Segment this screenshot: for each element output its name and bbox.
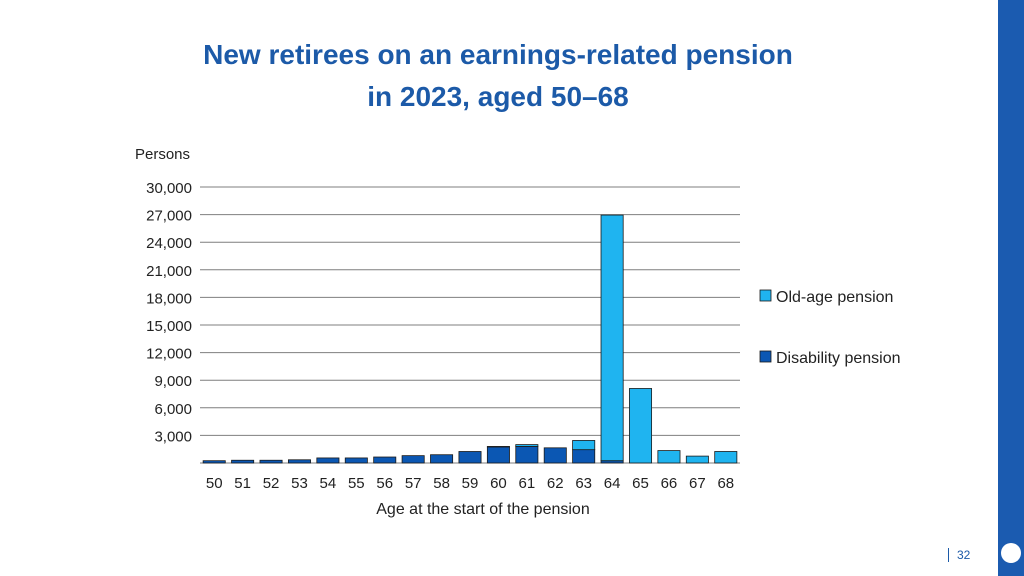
y-tick-label: 3,000 (154, 428, 192, 445)
x-tick-label: 57 (405, 475, 422, 492)
x-tick-label: 65 (632, 475, 649, 492)
bar-old-age-65 (629, 388, 653, 464)
y-tick-label: 6,000 (154, 401, 192, 418)
x-tick-label: 50 (206, 475, 223, 492)
slide-title: New retirees on an earnings-related pens… (100, 34, 896, 118)
bar-disability-50 (202, 460, 226, 464)
legend-swatch (759, 350, 772, 363)
bar-old-age-61 (515, 444, 539, 447)
bar-disability-53 (287, 459, 311, 464)
x-tick-label: 62 (547, 475, 564, 492)
y-tick-label: 27,000 (146, 208, 192, 225)
y-tick-label: 24,000 (146, 235, 192, 252)
x-tick-label: 66 (661, 475, 678, 492)
x-tick-label: 60 (490, 475, 507, 492)
brand-sidebar (998, 0, 1024, 576)
x-axis-label: Age at the start of the pension (376, 501, 589, 518)
x-tick-label: 51 (234, 475, 251, 492)
bar-disability-61 (515, 446, 539, 464)
x-tick-label: 54 (320, 475, 337, 492)
bar-old-age-68 (714, 451, 738, 464)
logo-icon (1001, 543, 1021, 563)
x-tick-label: 61 (518, 475, 535, 492)
bar-disability-62 (543, 447, 567, 464)
bar-disability-63 (572, 449, 596, 464)
legend-label: Disability pension (776, 350, 901, 367)
x-tick-label: 56 (376, 475, 393, 492)
x-tick-label: 55 (348, 475, 365, 492)
y-axis-label: Persons (135, 146, 190, 163)
bar-old-age-67 (685, 455, 709, 464)
pension-bar-chart: 3,000 6,000 9,000 12,000 15,000 18,000 21,000 2… (135, 146, 901, 518)
bar-disability-55 (344, 457, 368, 464)
bar-disability-59 (458, 451, 482, 464)
x-tick-label: 53 (291, 475, 308, 492)
bar-old-age-64 (600, 214, 624, 462)
x-tick-label: 59 (462, 475, 479, 492)
bar-disability-51 (231, 459, 255, 464)
bar-disability-60 (486, 446, 510, 464)
x-tick-label: 63 (575, 475, 592, 492)
bar-old-age-63 (572, 440, 596, 451)
legend-swatch (759, 289, 772, 302)
y-tick-label: 18,000 (146, 290, 192, 307)
y-tick-label: 15,000 (146, 318, 192, 335)
bar-disability-57 (401, 455, 425, 464)
y-tick-label: 12,000 (146, 346, 192, 363)
page-number-separator (948, 548, 949, 562)
bar-disability-54 (316, 457, 340, 464)
bar-old-age-66 (657, 450, 681, 464)
slide-title-line-2: in 2023, aged 50–68 (367, 81, 629, 112)
y-tick-label: 30,000 (146, 180, 192, 197)
bar-disability-56 (373, 456, 397, 464)
page-number: 32 (957, 548, 971, 562)
x-tick-label: 58 (433, 475, 450, 492)
x-tick-label: 64 (604, 475, 621, 492)
x-tick-label: 52 (263, 475, 280, 492)
y-tick-label: 21,000 (146, 263, 192, 280)
slide-title-line-1: New retirees on an earnings-related pens… (203, 39, 793, 70)
y-tick-label: 9,000 (154, 373, 192, 390)
legend-label: Old-age pension (776, 289, 893, 306)
x-tick-label: 67 (689, 475, 706, 492)
bar-old-age-60 (486, 446, 510, 448)
bar-disability-52 (259, 459, 283, 464)
x-tick-label: 68 (717, 475, 734, 492)
bar-disability-58 (430, 454, 454, 464)
